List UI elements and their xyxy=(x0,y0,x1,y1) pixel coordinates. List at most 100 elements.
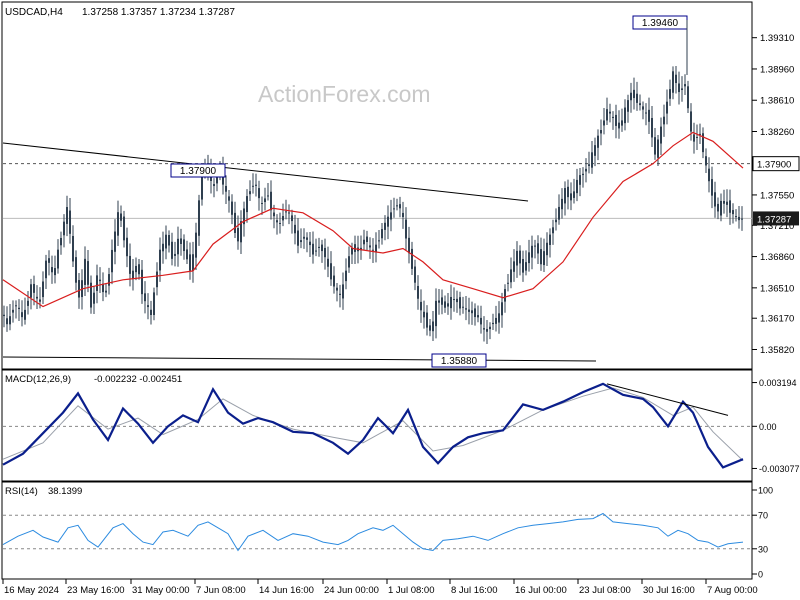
time-tick-label: 30 Jul 16:00 xyxy=(643,585,695,596)
candle-body xyxy=(186,249,188,260)
candle-body xyxy=(513,261,515,272)
candle-body xyxy=(411,248,413,269)
candle-body xyxy=(72,235,74,262)
candle-body xyxy=(75,257,77,283)
candle-body xyxy=(384,222,386,230)
candle-body xyxy=(492,322,494,325)
moving-average xyxy=(2,131,744,308)
candle-body xyxy=(333,275,335,287)
candle-body xyxy=(147,305,149,308)
time-tick-label: 1 Jul 08:00 xyxy=(388,585,434,596)
price-panel[interactable]: USDCAD,H4 1.37258 1.37357 1.37234 1.3728… xyxy=(1,1,800,370)
candle-body xyxy=(432,321,434,332)
candle-body xyxy=(555,219,557,223)
price-tick-label: 1.37210 xyxy=(760,221,794,232)
candle-body xyxy=(480,317,482,325)
candle-body xyxy=(108,274,110,286)
candle-body xyxy=(672,71,674,93)
candle-body xyxy=(312,243,314,255)
candle-body xyxy=(684,84,686,87)
candle-body xyxy=(477,315,479,318)
candle-body xyxy=(348,256,350,268)
candle-body xyxy=(282,215,284,221)
falling-trendline xyxy=(2,142,529,202)
price-panel-frame xyxy=(1,1,753,370)
candle-body xyxy=(675,74,677,84)
candle-body xyxy=(360,247,362,251)
candle-body xyxy=(309,241,311,246)
candle-body xyxy=(540,249,542,265)
candle-body xyxy=(561,198,563,210)
candle-body xyxy=(645,112,647,114)
candle-body xyxy=(30,284,32,298)
macd-content: 0.003194 0.00 -0.003077 xyxy=(2,378,800,474)
candle-body xyxy=(651,118,653,138)
candle-body xyxy=(63,221,65,236)
candle-body xyxy=(351,247,353,255)
candle-body xyxy=(36,296,38,299)
macd-panel[interactable]: MACD(12,26,9) -0.002232 -0.002451 0.0031… xyxy=(1,369,800,482)
candle-body xyxy=(276,220,278,223)
candle-body xyxy=(33,283,35,293)
candle-body xyxy=(6,318,8,325)
candle-body xyxy=(417,285,419,299)
candle-body xyxy=(654,137,656,155)
candle-body xyxy=(99,279,101,282)
candle-body xyxy=(690,111,692,132)
rsi-line xyxy=(2,512,744,552)
candle-body xyxy=(552,227,554,234)
support-line xyxy=(2,356,597,362)
candle-body xyxy=(264,198,266,203)
candle-body xyxy=(558,206,560,220)
candle-body xyxy=(642,106,644,110)
candle-body xyxy=(294,224,296,234)
candle-body xyxy=(261,203,263,205)
candle-body xyxy=(153,292,155,316)
rsi-tick-label: 0 xyxy=(758,570,763,580)
rsi-panel[interactable]: RSI(14) 38.1399 100 70 30 0 xyxy=(1,481,773,580)
macd-trendline xyxy=(606,383,729,416)
resistance-tag: 1.37900 xyxy=(757,160,791,171)
candle-body xyxy=(291,215,293,222)
candle-body xyxy=(198,200,200,236)
candle-body xyxy=(663,116,665,125)
candle-body xyxy=(741,218,743,220)
candle-body xyxy=(252,185,254,187)
candle-body xyxy=(501,302,503,316)
resistance-tag-box xyxy=(752,156,800,172)
candle-body xyxy=(474,308,476,318)
candle-body xyxy=(699,133,701,135)
low-label-box xyxy=(431,353,487,368)
candle-body xyxy=(546,242,548,256)
time-tick-label: 31 May 00:00 xyxy=(132,585,190,596)
time-axis: 16 May 2024 23 May 16:00 31 May 00:00 7 Jun… xyxy=(2,579,758,596)
candle-body xyxy=(114,231,116,252)
candle-body xyxy=(693,134,695,142)
candle-body xyxy=(303,236,305,239)
candle-body xyxy=(630,92,632,101)
candle-body xyxy=(633,89,635,99)
macd-tick-label: 0.003194 xyxy=(759,378,797,388)
candle-body xyxy=(495,317,497,324)
candle-body xyxy=(237,228,239,242)
candle-body xyxy=(390,212,392,220)
candle-body xyxy=(273,212,275,217)
time-tick-label: 23 Jul 08:00 xyxy=(579,585,631,596)
candle-body xyxy=(669,89,671,99)
high-label: 1.39460 xyxy=(642,18,679,29)
ohlc-values: 1.37258 1.37357 1.37234 1.37287 xyxy=(82,7,235,18)
candle-body xyxy=(387,216,389,227)
time-tick-label: 16 May 2024 xyxy=(4,585,59,596)
candle-body xyxy=(483,328,485,330)
time-tick-label: 7 Jun 08:00 xyxy=(196,585,246,596)
candle-body xyxy=(267,195,269,197)
candle-body xyxy=(378,240,380,242)
time-tick-label: 23 May 16:00 xyxy=(67,585,125,596)
macd-title: MACD(12,26,9) xyxy=(5,374,71,385)
candle-body xyxy=(429,325,431,331)
candle-body xyxy=(123,216,125,241)
candle-body xyxy=(240,221,242,243)
candle-body xyxy=(471,310,473,314)
candle-body xyxy=(180,238,182,244)
